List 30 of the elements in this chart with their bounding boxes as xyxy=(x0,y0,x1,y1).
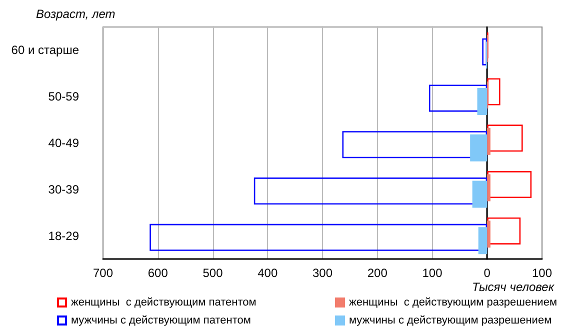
y-axis-title: Возраст, лет xyxy=(36,7,116,21)
bar xyxy=(150,224,488,251)
x-tick-label: 100 xyxy=(422,266,443,280)
bar xyxy=(477,88,488,115)
x-tick-label: 700 xyxy=(92,266,114,280)
x-tick-label: 300 xyxy=(312,266,333,280)
bar xyxy=(487,78,500,106)
y-tick-label: 60 и старше xyxy=(11,43,80,58)
bar xyxy=(470,134,488,162)
legend-label: женщины с действующим разрешением xyxy=(349,296,558,308)
bar xyxy=(487,128,490,155)
x-tick-label: 600 xyxy=(148,266,168,280)
x-tick-label: 100 xyxy=(532,266,552,280)
x-tick-label: 200 xyxy=(367,266,388,280)
bar xyxy=(487,174,490,202)
x-tick-label: 0 xyxy=(484,266,491,280)
bar xyxy=(472,180,488,208)
x-axis-title: Тысяч человек xyxy=(472,280,556,294)
legend-label: мужчины с действующим разрешением xyxy=(349,314,552,326)
y-tick-label: 18-29 xyxy=(48,228,80,243)
y-tick-label: 40-49 xyxy=(48,136,80,150)
x-tick-label: 500 xyxy=(202,266,224,280)
bar xyxy=(478,227,488,254)
x-tick-label: 400 xyxy=(258,266,278,280)
y-tick-label: 30-39 xyxy=(48,182,80,196)
bar xyxy=(487,220,490,248)
bar xyxy=(254,178,488,205)
legend-label: мужчины с действующим патентом xyxy=(71,314,251,326)
y-tick-label: 50-59 xyxy=(48,90,80,104)
legend-label: женщины с действующим патентом xyxy=(71,296,256,308)
